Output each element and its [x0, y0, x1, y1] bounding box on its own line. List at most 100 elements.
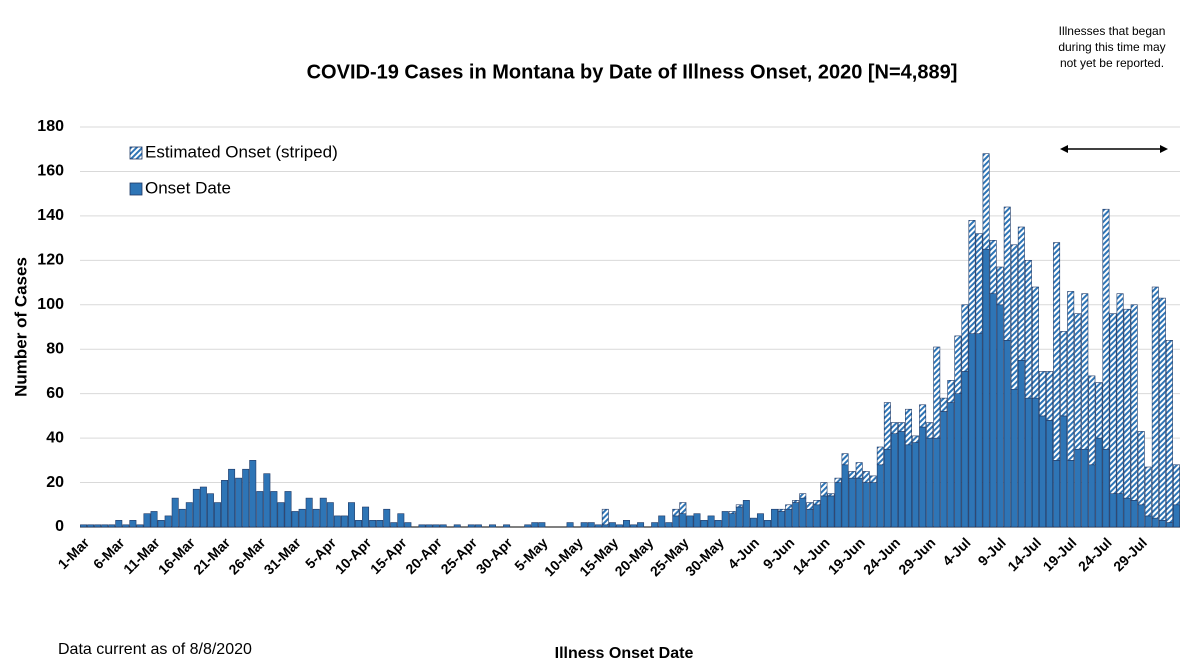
bar-segment	[919, 404, 927, 428]
bar-segment	[87, 524, 95, 528]
annotation-line: during this time may	[1058, 40, 1165, 54]
bar-segment	[185, 502, 193, 528]
bar-segment	[693, 513, 701, 528]
bar-segment	[672, 515, 680, 528]
bar-segment	[235, 477, 243, 528]
bar-segment	[637, 522, 645, 528]
bar-segment	[348, 502, 355, 528]
bar-segment	[785, 504, 793, 510]
bar-segment	[834, 482, 842, 528]
bar-segment	[1165, 340, 1173, 523]
bar-segment	[369, 520, 377, 528]
bar-segment	[80, 524, 87, 528]
bar-segment	[813, 500, 821, 506]
x-axis-label: Illness Onset Date	[555, 645, 694, 662]
bar-segment	[623, 520, 630, 528]
bar-segment	[954, 393, 962, 528]
bar-segment	[298, 508, 306, 528]
x-tick-label: 19-Jun	[825, 534, 868, 577]
bar-segment	[961, 304, 969, 372]
bar-segment	[333, 515, 341, 528]
bar-segment	[996, 304, 1004, 528]
bar-segment	[150, 511, 158, 528]
bar-segment	[108, 524, 116, 528]
bar-segment	[1046, 371, 1054, 421]
y-axis-label: Number of Cases	[11, 257, 30, 397]
bar-segment	[813, 504, 821, 528]
bar-segment	[136, 524, 144, 528]
bar-segment	[94, 524, 102, 528]
bar-segment	[749, 517, 757, 528]
legend-swatch	[129, 182, 143, 196]
bar-segment	[989, 293, 997, 528]
bar-segment	[996, 266, 1004, 306]
bar-segment	[1130, 500, 1138, 528]
bar-segment	[672, 508, 680, 517]
x-tick-label: 16-Mar	[155, 534, 199, 578]
bar-segment	[390, 522, 398, 528]
bar-segment	[1017, 360, 1025, 528]
bar-segment	[679, 502, 687, 514]
bar-segment	[630, 524, 637, 528]
bar-segment	[383, 508, 391, 528]
bar-segment	[199, 486, 207, 528]
bar-segment	[1088, 375, 1096, 466]
bar-segment	[679, 513, 687, 528]
bar-segment	[975, 333, 983, 528]
bar-segment	[806, 502, 814, 510]
chart-title: COVID-19 Cases in Montana by Date of Ill…	[307, 61, 958, 83]
bar-segment	[968, 333, 976, 528]
bar-segment	[735, 506, 743, 528]
bar-segment	[326, 502, 334, 528]
x-tick-label: 24-Jun	[860, 534, 903, 577]
bar-segment	[404, 522, 412, 528]
bar-segment	[489, 524, 496, 528]
bar-segment	[785, 508, 793, 528]
bar-segment	[1137, 504, 1145, 528]
x-tick-label: 30-Apr	[473, 534, 516, 577]
bar-segment	[651, 522, 659, 528]
bar-segment	[305, 497, 313, 528]
bar-segment	[1173, 464, 1180, 506]
bar-segment	[192, 488, 200, 528]
bar-segment	[1017, 226, 1025, 361]
bar-segment	[778, 511, 786, 528]
bar-segment	[1151, 286, 1159, 519]
bar-segment	[608, 522, 616, 528]
bar-segment	[580, 522, 588, 528]
x-tick-label: 4-Jul	[939, 534, 973, 568]
bar-segment	[890, 422, 898, 434]
bar-segment	[1123, 308, 1131, 499]
bar-segment	[129, 520, 137, 528]
bar-segment	[700, 520, 708, 528]
bar-segment	[1010, 244, 1018, 390]
bar-segment	[898, 431, 905, 528]
bar-segment	[397, 513, 405, 528]
bar-segment	[277, 502, 285, 528]
annotation-line: not yet be reported.	[1060, 56, 1164, 70]
y-tick-label: 80	[46, 340, 64, 357]
bar-segment	[1095, 437, 1103, 528]
y-tick-label: 180	[37, 118, 64, 135]
x-tick-label: 30-May	[682, 534, 727, 579]
bar-segment	[764, 520, 771, 528]
bar-segment	[418, 524, 426, 528]
bar-segment	[566, 522, 574, 528]
x-tick-label: 14-Jul	[1004, 534, 1044, 574]
bar-segment	[1102, 448, 1110, 528]
bar-segment	[933, 346, 941, 439]
x-tick-label: 10-Apr	[332, 534, 375, 577]
bar-segment	[524, 524, 532, 528]
bar-segment	[876, 464, 884, 528]
bar-segment	[1067, 291, 1075, 461]
bar-segment	[933, 437, 941, 528]
bar-segment	[827, 493, 835, 497]
x-tick-label: 14-Jun	[789, 534, 832, 577]
bar-segment	[355, 520, 362, 528]
x-tick-label: 4-Jun	[724, 534, 762, 572]
bar-segment	[961, 371, 969, 528]
bar-segment	[474, 524, 482, 528]
bar-segment	[1158, 297, 1166, 521]
bar-segment	[947, 402, 955, 528]
bar-segment	[1024, 397, 1032, 528]
